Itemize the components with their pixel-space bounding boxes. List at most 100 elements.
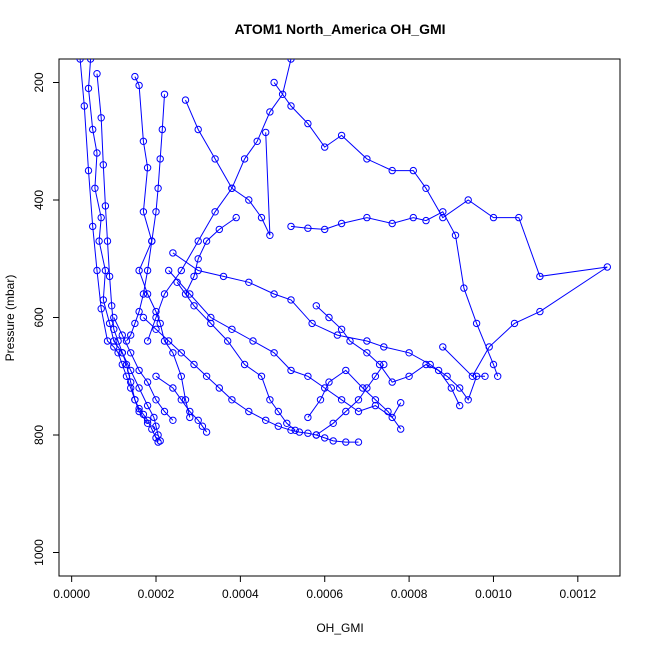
data-point (86, 59, 95, 63)
data-point (215, 225, 224, 234)
data-point (321, 434, 329, 442)
data-point (456, 401, 464, 410)
y-tick-label: 600 (32, 307, 46, 327)
data-point (354, 396, 363, 404)
data-point (245, 196, 253, 204)
data-point (464, 196, 472, 204)
data-point (154, 184, 162, 193)
data-point (536, 272, 544, 281)
data-point (80, 102, 89, 110)
x-axis-label: OH_GMI (316, 621, 363, 635)
data-point (283, 419, 291, 427)
data-point (194, 416, 202, 424)
series-line (290, 211, 499, 377)
data-point (135, 384, 143, 392)
y-tick-label: 200 (32, 72, 46, 92)
data-point (375, 360, 384, 369)
series-line (185, 99, 271, 236)
data-point (93, 266, 101, 275)
data-point (422, 360, 430, 369)
data-point (84, 166, 93, 175)
data-point (97, 213, 105, 222)
data-point (240, 360, 249, 369)
data-point (240, 155, 249, 163)
data-point (397, 399, 405, 407)
data-point (93, 70, 101, 78)
data-point (316, 396, 325, 404)
data-point (337, 131, 346, 140)
data-point (325, 313, 333, 322)
data-point (228, 396, 236, 404)
data-point (202, 372, 211, 380)
data-point (194, 125, 202, 134)
series-7 (181, 96, 274, 240)
series-1 (76, 59, 162, 446)
series-2 (84, 59, 164, 445)
data-point (274, 422, 282, 430)
data-point (510, 319, 519, 328)
data-point (439, 343, 447, 351)
data-point (105, 272, 114, 281)
data-point (127, 331, 135, 339)
data-point (342, 438, 350, 446)
series-line (96, 73, 149, 424)
data-point (337, 219, 346, 228)
y-tick-label: 800 (32, 425, 46, 445)
data-point (245, 407, 253, 416)
data-point (211, 208, 219, 216)
data-point (93, 149, 101, 157)
data-point (150, 413, 158, 422)
data-point (177, 372, 186, 380)
data-point (202, 237, 211, 245)
series-line (126, 94, 165, 342)
data-point (186, 413, 194, 422)
data-point (152, 313, 160, 322)
data-point (304, 224, 312, 232)
data-point (131, 319, 139, 328)
data-point (219, 272, 228, 281)
y-tick-label: 1000 (32, 539, 46, 566)
data-point (76, 59, 84, 63)
data-point (139, 208, 148, 216)
data-point (95, 237, 103, 245)
data-point (101, 202, 110, 210)
data-point (329, 419, 337, 427)
data-point (434, 366, 443, 375)
data-point (114, 349, 122, 357)
x-tick-label: 0.0000 (53, 587, 90, 601)
series-6 (143, 59, 295, 345)
x-axis: 0.0000 0.0002 0.0004 0.0006 0.0008 0.0010 0.00… (53, 576, 596, 601)
data-point (489, 360, 498, 369)
series-line (316, 364, 385, 436)
data-point (371, 396, 380, 404)
data-point (443, 372, 451, 380)
data-point (224, 337, 232, 345)
series-11 (165, 266, 405, 422)
data-point (99, 161, 108, 169)
data-point (337, 396, 346, 404)
data-point (253, 137, 261, 146)
data-point (481, 372, 489, 380)
data-point (131, 72, 139, 81)
data-point (160, 290, 169, 298)
data-point (371, 372, 380, 380)
data-point (177, 396, 186, 404)
data-point (152, 372, 160, 380)
data-point (472, 372, 481, 380)
data-point (110, 313, 118, 322)
data-point (287, 366, 295, 375)
data-point (308, 319, 316, 328)
data-point (194, 237, 202, 245)
data-point (97, 305, 105, 313)
data-point (388, 219, 396, 228)
data-point (215, 384, 224, 392)
data-point (232, 213, 240, 222)
data-point (354, 438, 363, 446)
data-point (127, 384, 135, 392)
data-point (304, 429, 312, 437)
y-axis-label: Pressure (mbar) (3, 275, 17, 362)
data-point (287, 296, 295, 304)
series-5 (122, 90, 169, 345)
data-point (468, 372, 477, 380)
